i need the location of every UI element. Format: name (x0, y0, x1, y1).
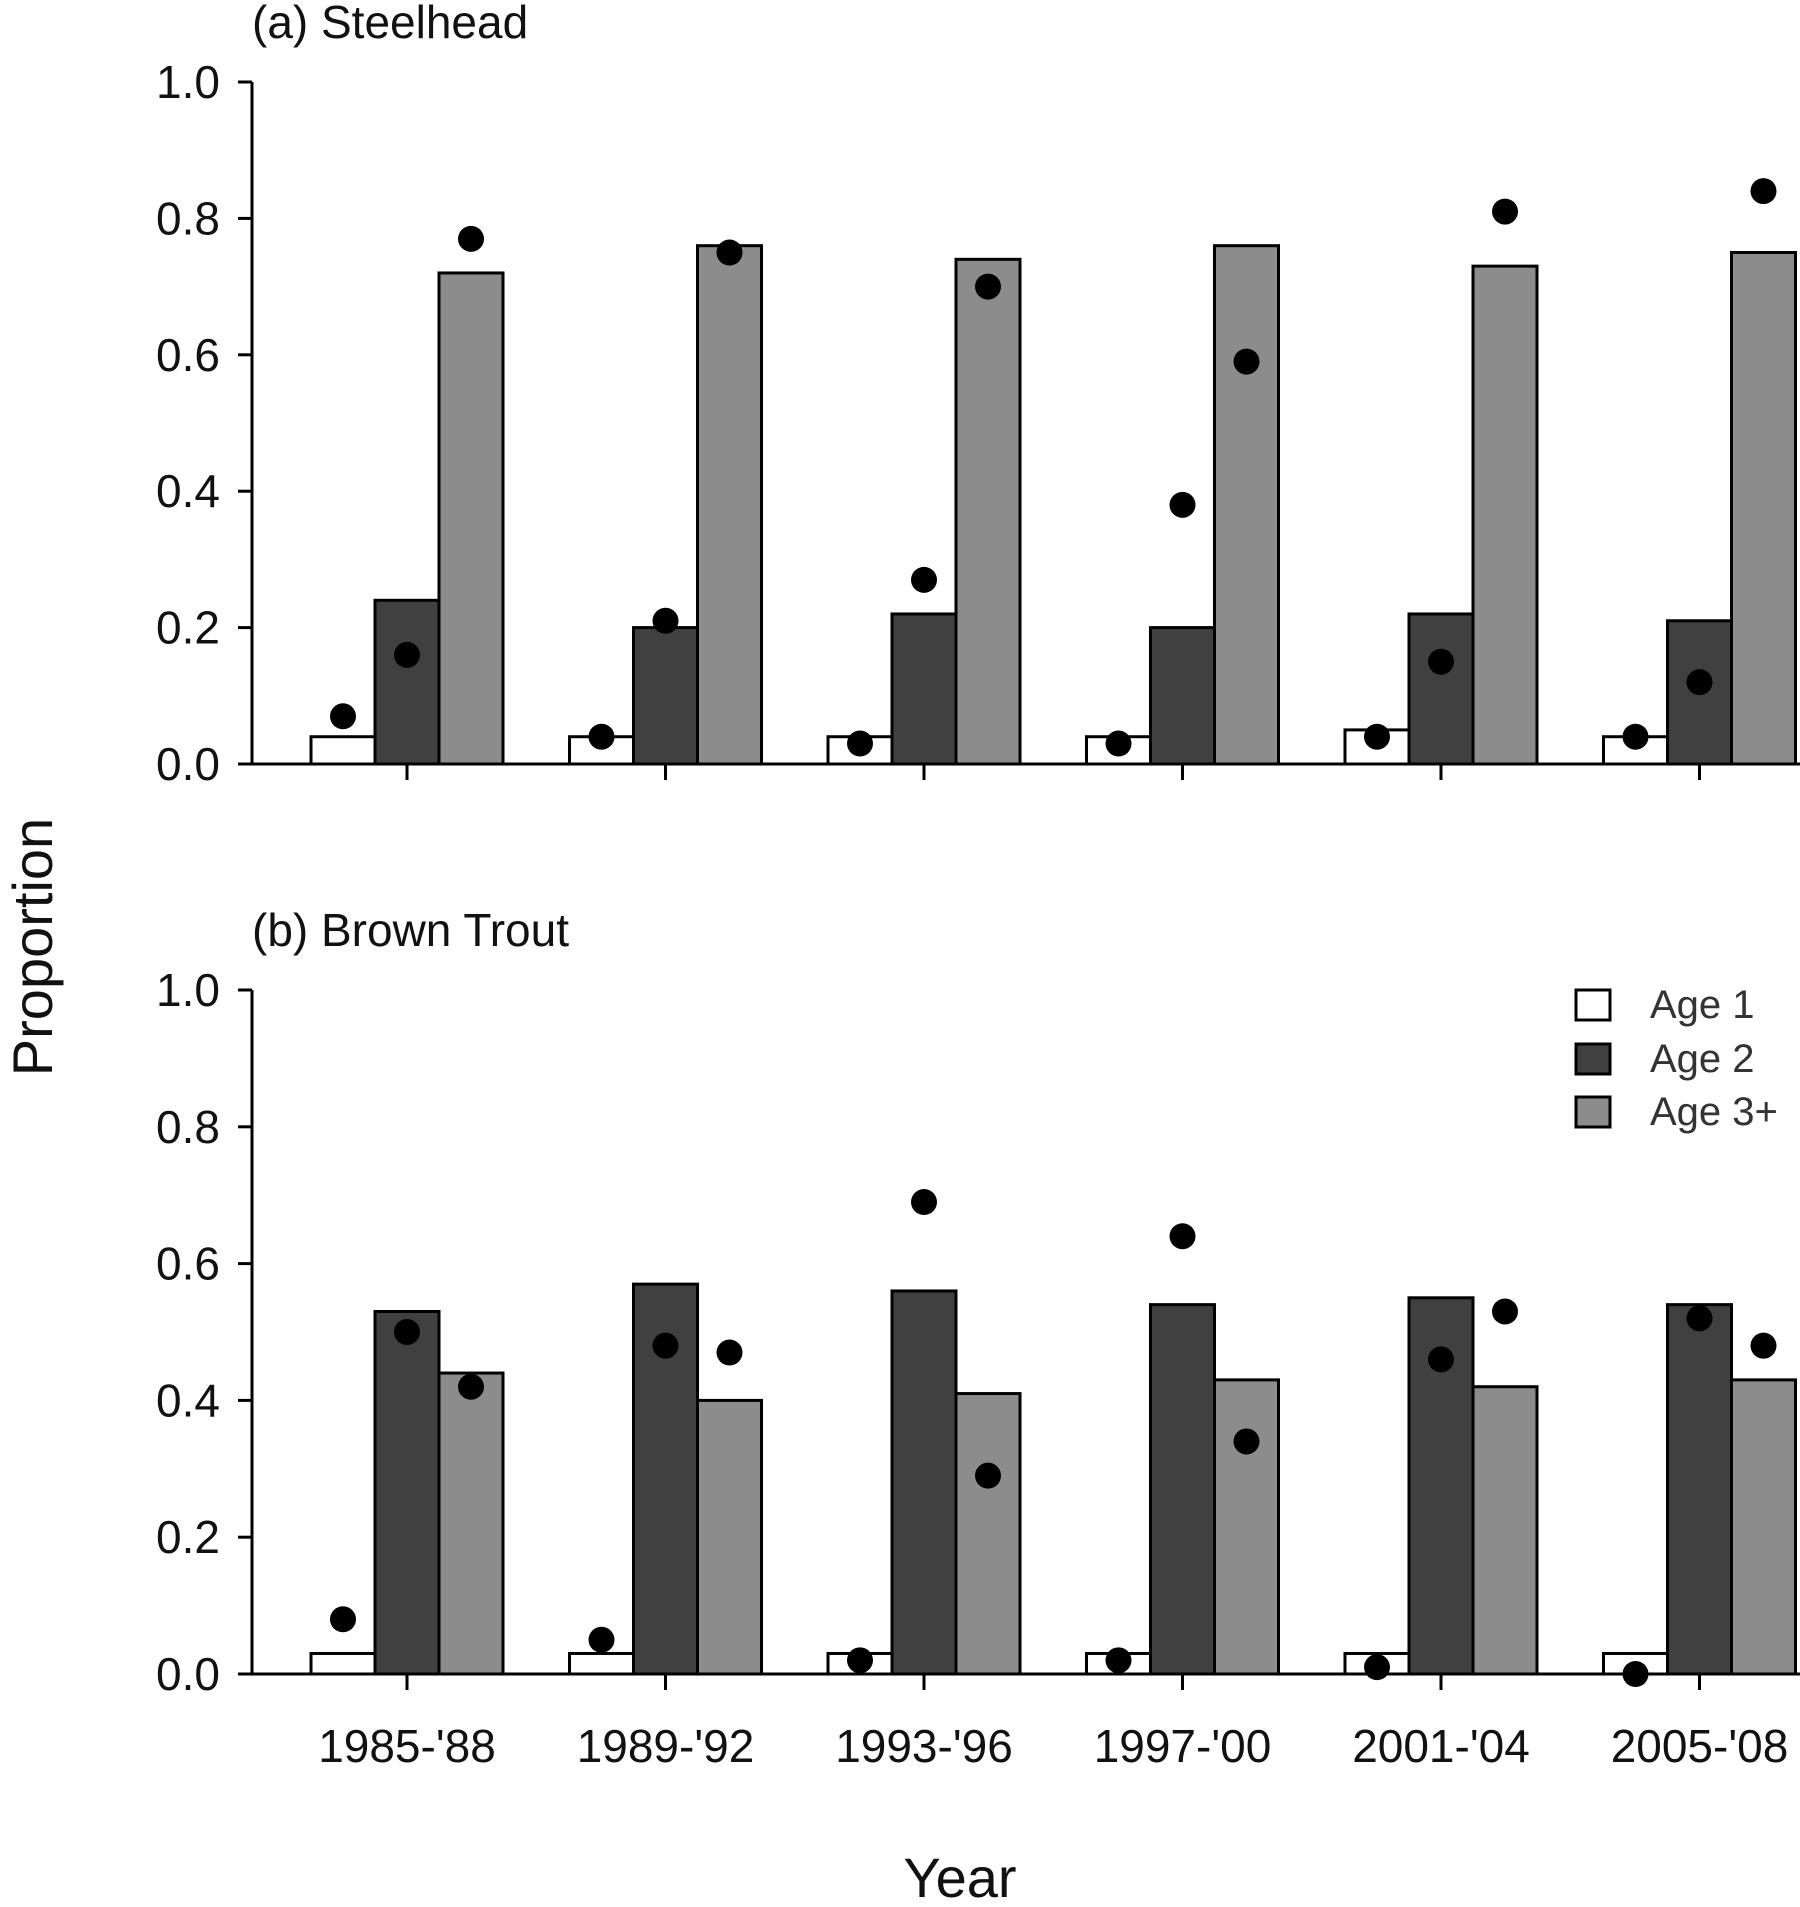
point-a-2-1 (911, 566, 937, 593)
y-tick-label: 0.2 (156, 1511, 220, 1563)
point-b-2-2 (975, 1462, 1001, 1489)
x-tick-label: 1993-'96 (835, 1720, 1013, 1772)
bar-a-4-1 (1407, 612, 1475, 766)
legend-swatch-age-1 (1574, 988, 1612, 1022)
legend-label-age-1: Age 1 (1650, 983, 1755, 1027)
point-a-0-1 (394, 641, 420, 668)
point-a-4-0 (1364, 723, 1390, 750)
y-tick-label: 0.4 (156, 465, 220, 517)
x-axis-title: Year (903, 1846, 1016, 1907)
x-tick-label: 2001-'04 (1352, 1720, 1530, 1772)
y-tick-label: 0.0 (156, 738, 220, 790)
y-tick-label: 0.6 (156, 329, 220, 381)
y-tick-label: 0.0 (156, 1648, 220, 1700)
bar-b-1-0 (568, 1651, 635, 1676)
panel-steelhead: (a) Steelhead 0.0 0.2 0.4 0.6 0.8 1.0 (156, 0, 1800, 790)
y-tick-label: 0.6 (156, 1238, 220, 1290)
legend-swatch-age-3plus (1574, 1095, 1612, 1129)
bar-b-0-1 (373, 1309, 441, 1676)
point-b-1-1 (652, 1332, 679, 1359)
y-tick-label: 0.2 (156, 602, 220, 654)
y-tick-label: 1.0 (156, 964, 220, 1016)
point-b-5-1 (1686, 1305, 1713, 1332)
legend-label-age-2: Age 2 (1650, 1037, 1755, 1081)
bar-b-0-2 (437, 1371, 505, 1676)
panel-a-points (330, 178, 1777, 757)
bar-a-2-1 (890, 612, 958, 766)
point-b-3-2 (1233, 1428, 1260, 1455)
bar-b-0-0 (309, 1651, 377, 1676)
point-b-4-2 (1492, 1298, 1518, 1325)
panel-b-title: (b) Brown Trout (252, 904, 569, 956)
point-b-2-1 (911, 1189, 937, 1216)
point-a-1-1 (652, 607, 679, 634)
y-axis-title: Proportion (1, 818, 64, 1076)
panel-a-title: (a) Steelhead (252, 0, 528, 48)
bar-a-4-2 (1471, 264, 1539, 766)
point-b-5-2 (1750, 1332, 1777, 1359)
point-b-1-0 (588, 1626, 615, 1653)
bar-a-3-2 (1213, 244, 1280, 766)
bar-a-1-1 (632, 626, 699, 766)
panel-a-axes: 0.0 0.2 0.4 0.6 0.8 1.0 (156, 56, 1800, 790)
legend-swatch-age-2 (1574, 1042, 1612, 1076)
bar-b-5-1 (1666, 1303, 1733, 1676)
point-b-4-0 (1364, 1654, 1390, 1681)
panel-brown-trout: (b) Brown Trout 0.0 0.2 0.4 0.6 0.8 1.0 1985-'… (156, 904, 1800, 1772)
point-a-0-2 (458, 225, 484, 252)
point-b-3-0 (1105, 1647, 1132, 1674)
point-b-2-0 (847, 1647, 873, 1674)
point-b-0-0 (330, 1606, 356, 1633)
bar-a-1-2 (696, 244, 763, 766)
bar-a-2-2 (954, 257, 1022, 766)
bar-b-3-1 (1149, 1303, 1216, 1676)
bar-a-3-1 (1149, 626, 1216, 766)
point-a-5-2 (1750, 178, 1777, 205)
point-b-4-1 (1428, 1346, 1454, 1373)
point-b-1-2 (716, 1339, 743, 1366)
panel-b-axes: 0.0 0.2 0.4 0.6 0.8 1.0 1985-'88 1989-'92 1993-'… (156, 964, 1800, 1772)
panel-b-bars (309, 1282, 1797, 1676)
y-tick-label: 0.8 (156, 192, 220, 244)
point-a-3-0 (1105, 730, 1132, 757)
x-tick-label: 2005-'08 (1611, 1720, 1789, 1772)
point-b-3-1 (1169, 1223, 1196, 1250)
point-a-4-1 (1428, 648, 1454, 675)
x-tick-label: 1985-'88 (318, 1720, 496, 1772)
point-b-0-1 (394, 1319, 420, 1345)
bar-a-5-2 (1730, 251, 1797, 766)
y-tick-label: 0.8 (156, 1101, 220, 1153)
point-a-0-0 (330, 703, 356, 730)
point-a-1-2 (716, 239, 743, 266)
point-b-0-2 (458, 1373, 484, 1400)
bar-b-3-2 (1213, 1378, 1280, 1676)
point-a-2-2 (975, 273, 1001, 300)
point-a-1-0 (588, 723, 615, 750)
y-tick-label: 1.0 (156, 56, 220, 108)
bar-a-0-0 (309, 735, 377, 766)
point-a-5-0 (1622, 723, 1649, 750)
x-tick-label: 1997-'00 (1094, 1720, 1272, 1772)
point-a-3-2 (1233, 348, 1260, 375)
point-a-5-1 (1686, 669, 1713, 696)
bar-b-4-2 (1471, 1385, 1539, 1676)
bar-a-0-1 (373, 598, 441, 766)
y-tick-label: 0.4 (156, 1374, 220, 1426)
bar-b-5-2 (1730, 1378, 1797, 1676)
bar-b-2-1 (890, 1289, 958, 1676)
bar-a-0-2 (437, 271, 505, 766)
legend-label-age-3plus: Age 3+ (1650, 1090, 1778, 1134)
bar-b-2-2 (954, 1392, 1022, 1676)
point-a-2-0 (847, 730, 873, 757)
panel-b-points (330, 1189, 1777, 1687)
point-a-3-1 (1169, 491, 1196, 518)
point-a-4-2 (1492, 198, 1518, 225)
bar-b-1-2 (696, 1398, 763, 1676)
legend: Age 1 Age 2 Age 3+ (1574, 983, 1778, 1134)
x-tick-label: 1989-'92 (577, 1720, 755, 1772)
panel-a-bars (309, 244, 1797, 766)
